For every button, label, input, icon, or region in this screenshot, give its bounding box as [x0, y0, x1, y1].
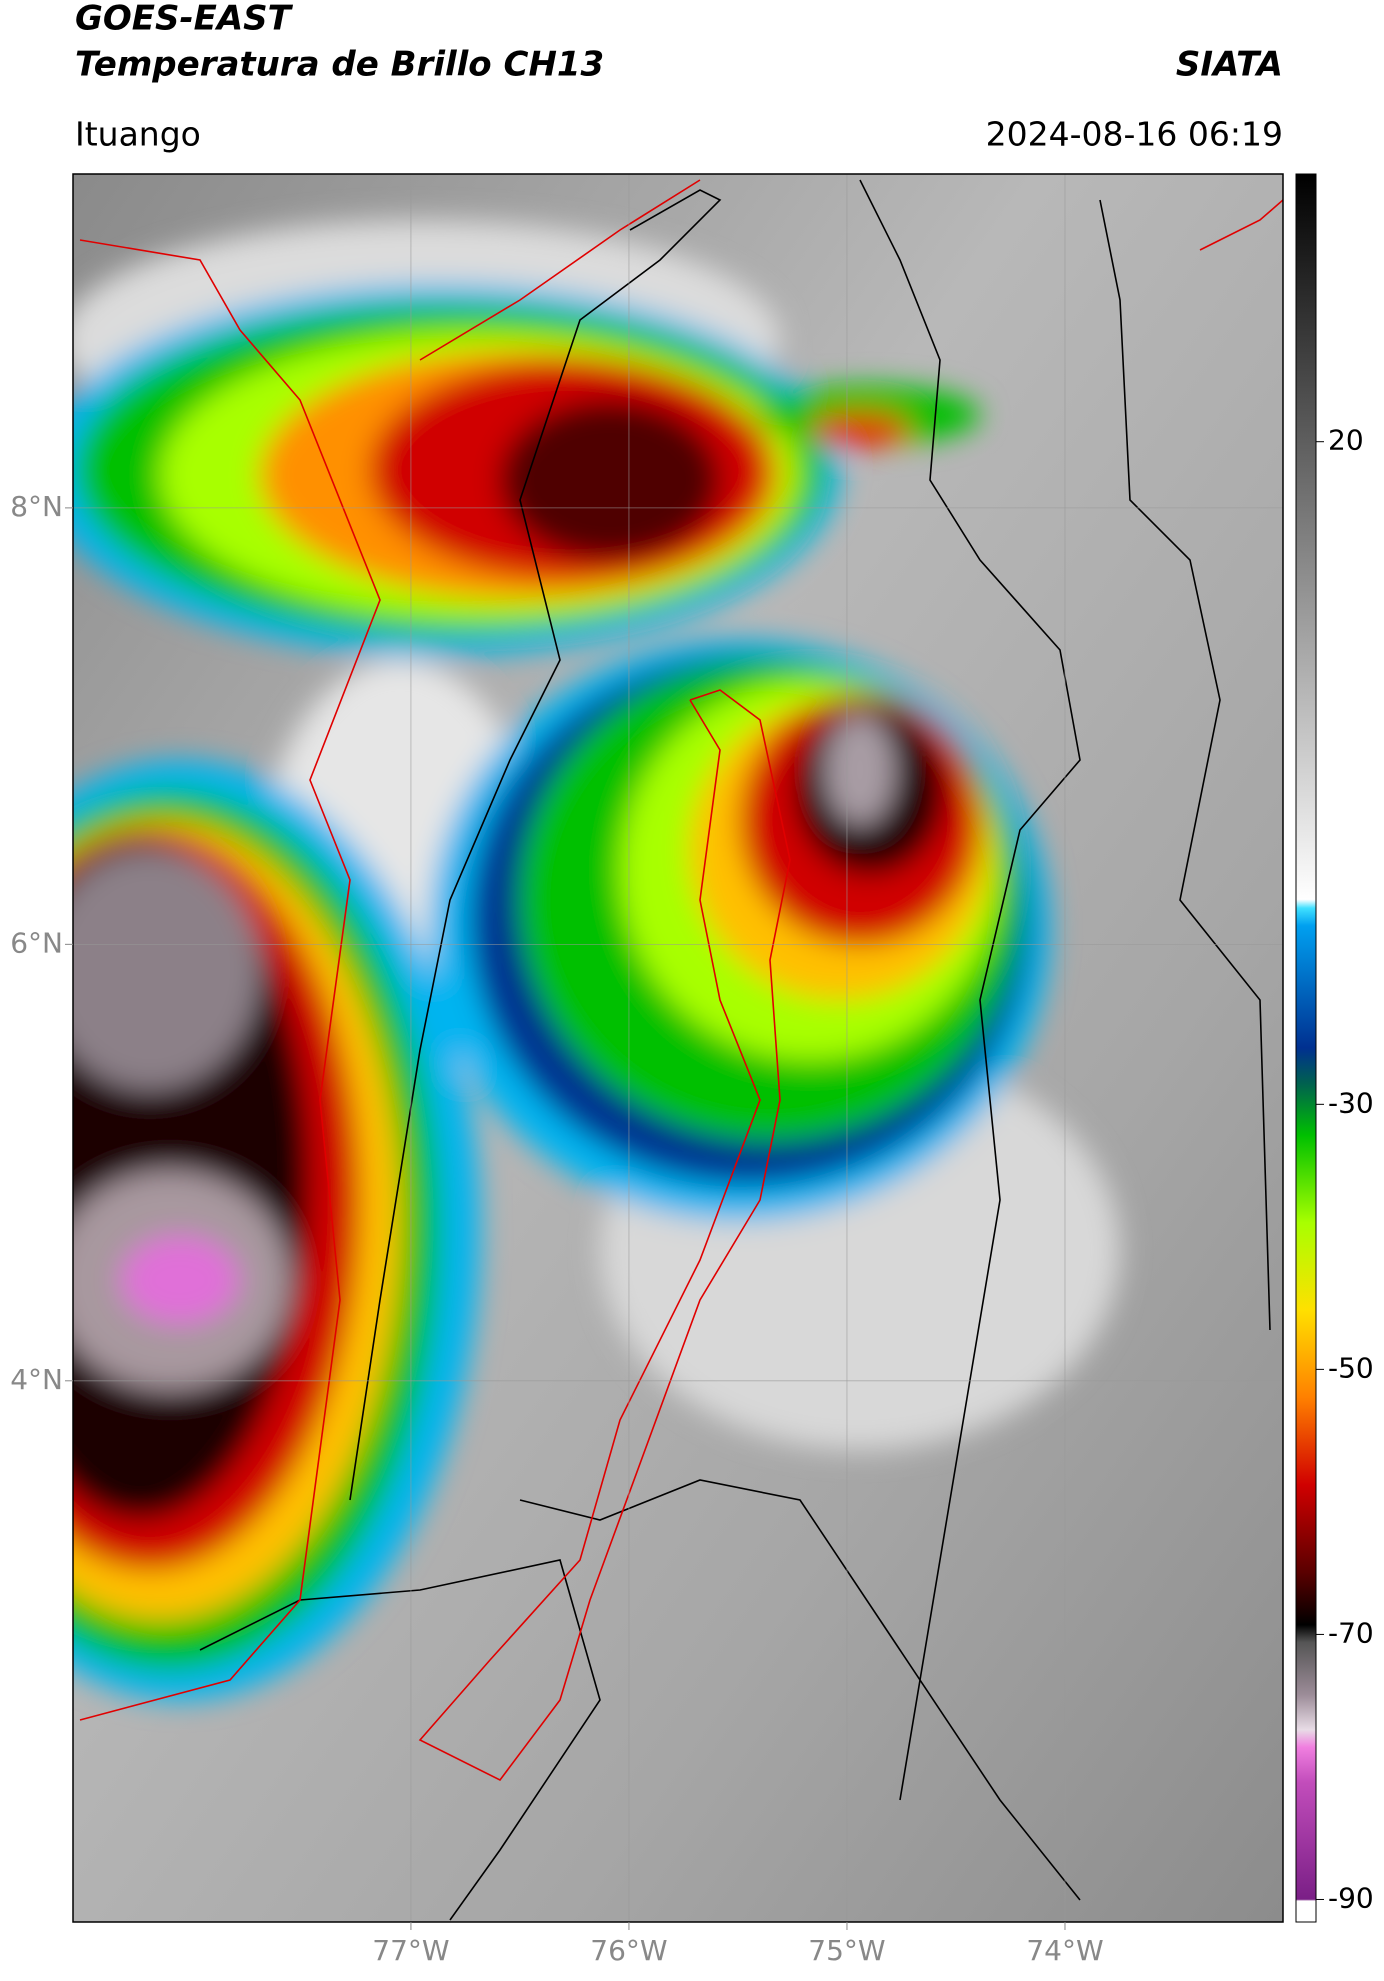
x-tick-label: 77°W: [372, 1934, 449, 1967]
y-tick-label: 6°N: [10, 926, 63, 959]
datetime: 2024-08-16 06:19: [986, 115, 1283, 154]
satellite-image: [73, 174, 1283, 1922]
org: SIATA: [1176, 45, 1283, 85]
x-tick-label: 74°W: [1026, 1934, 1103, 1967]
subtitle: Temperatura de Brillo CH13: [75, 45, 604, 85]
title: GOES-EAST: [75, 0, 294, 39]
colorbar-tick-label: -30: [1328, 1086, 1374, 1119]
colorbar-tick-label: 20: [1328, 424, 1364, 457]
colorbar-tick-label: -70: [1328, 1616, 1374, 1649]
location: Ituango: [75, 115, 201, 154]
y-tick-label: 8°N: [10, 490, 63, 523]
colorbar-tick-label: -50: [1328, 1351, 1374, 1384]
x-tick-label: 76°W: [590, 1934, 667, 1967]
colorbar-tick-label: -90: [1328, 1881, 1374, 1914]
x-tick-label: 75°W: [808, 1934, 885, 1967]
y-tick-label: 4°N: [10, 1363, 63, 1396]
map-frame: [72, 173, 1284, 1923]
graticule: [73, 174, 1283, 1922]
colorbar: [1295, 173, 1317, 1923]
